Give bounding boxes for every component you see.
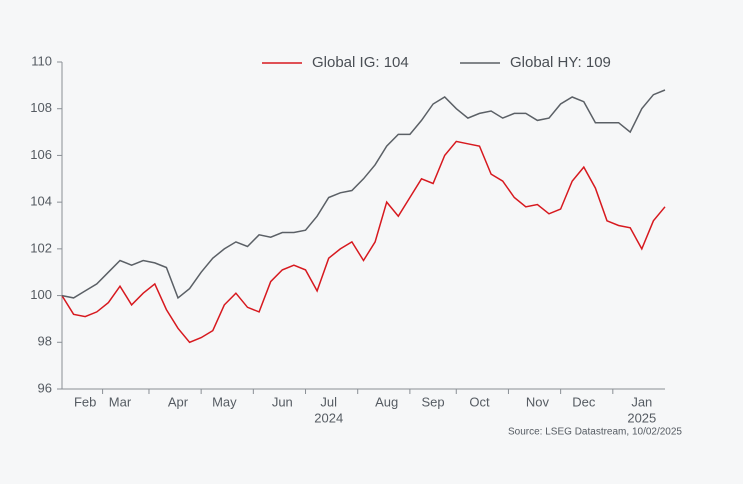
- x-tick-label: Oct: [469, 394, 490, 409]
- y-tick-label: 104: [30, 194, 52, 209]
- x-tick-label: Mar: [109, 394, 132, 409]
- x-tick-label: Feb: [74, 394, 96, 409]
- legend-label: Global IG: 104: [312, 54, 409, 71]
- x-tick-label: Nov: [526, 394, 550, 409]
- x-tick-label: Aug: [375, 394, 398, 409]
- x-tick-label: Sep: [422, 394, 445, 409]
- y-tick-label: 108: [30, 100, 52, 115]
- x-tick-label: May: [212, 394, 237, 409]
- series-line: [61, 140, 666, 344]
- y-tick-label: 96: [38, 380, 52, 395]
- x-tick-label: Jan: [631, 394, 652, 409]
- year-label: 2024: [314, 410, 343, 425]
- y-tick-label: 102: [30, 240, 52, 255]
- y-tick-label: 100: [30, 287, 52, 302]
- legend-label: Global HY: 109: [510, 54, 611, 71]
- y-tick-label: 106: [30, 147, 52, 162]
- x-tick-label: Jun: [272, 394, 293, 409]
- y-tick-label: 110: [31, 53, 52, 68]
- source: Source: LSEG Datastream, 10/02/2025: [508, 427, 682, 438]
- series-line: [61, 89, 666, 300]
- year-label: 2025: [627, 410, 656, 425]
- y-tick-label: 98: [38, 334, 52, 349]
- x-tick-label: Jul: [320, 394, 337, 409]
- x-tick-label: Dec: [572, 394, 596, 409]
- x-tick-label: Apr: [168, 394, 189, 409]
